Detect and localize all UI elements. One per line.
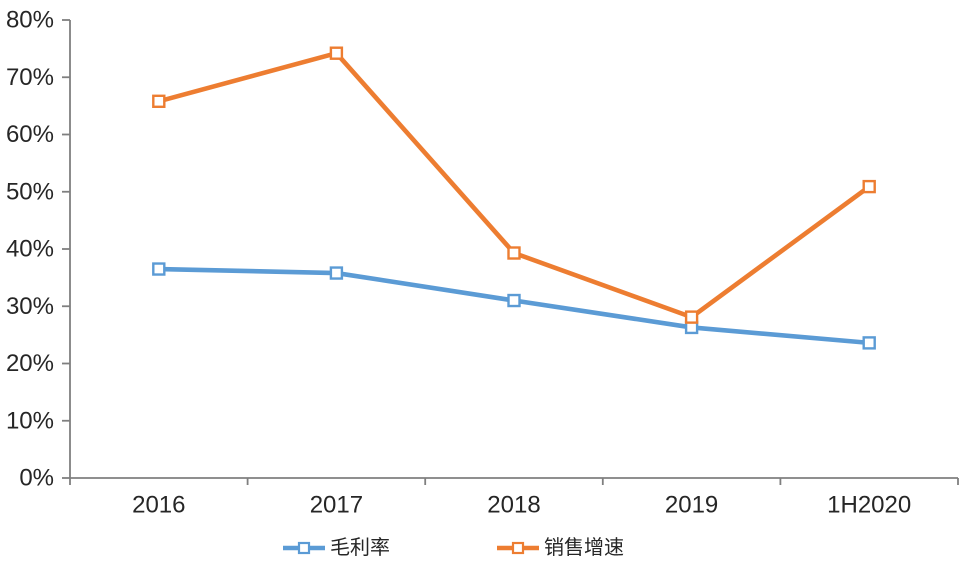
- gross-margin-marker-2016: [152, 262, 166, 276]
- y-tick-label: 80%: [6, 7, 54, 34]
- x-tick-label: 1H2020: [827, 492, 911, 519]
- y-tick-label: 40%: [6, 236, 54, 263]
- y-tick-label: 10%: [6, 407, 54, 434]
- gross-margin-legend-marker: [297, 541, 311, 555]
- legend-item-gross-margin: 毛利率: [283, 536, 390, 559]
- x-tick-label: 2019: [665, 492, 718, 519]
- legend-label-sales-growth: 销售增速: [544, 536, 624, 559]
- y-tick-label: 60%: [6, 121, 54, 148]
- x-tick-label: 2017: [310, 492, 363, 519]
- sales-growth-marker-2016: [152, 94, 166, 108]
- legend-item-sales-growth: 销售增速: [497, 536, 624, 559]
- y-tick-label: 30%: [6, 293, 54, 320]
- sales-growth-marker-1H2020: [862, 179, 876, 194]
- x-tick-label: 2018: [487, 492, 540, 519]
- y-tick-label: 20%: [6, 350, 54, 377]
- legend-label-gross-margin: 毛利率: [330, 536, 390, 559]
- gross-margin-marker-2018: [507, 293, 521, 308]
- sales-growth-marker-2019: [684, 310, 699, 324]
- y-tick-label: 70%: [6, 64, 54, 91]
- sales-growth-marker-2017: [329, 46, 344, 60]
- sales-growth-marker-2018: [507, 246, 521, 260]
- gross-margin-marker-2017: [329, 266, 344, 280]
- sales-growth-legend-marker: [511, 541, 525, 555]
- y-tick-label: 50%: [6, 178, 54, 205]
- gross-margin-marker-1H2020: [862, 336, 876, 350]
- y-tick-label: 0%: [19, 465, 54, 492]
- sales-growth-line: [156, 50, 872, 320]
- x-tick-label: 2016: [132, 492, 185, 519]
